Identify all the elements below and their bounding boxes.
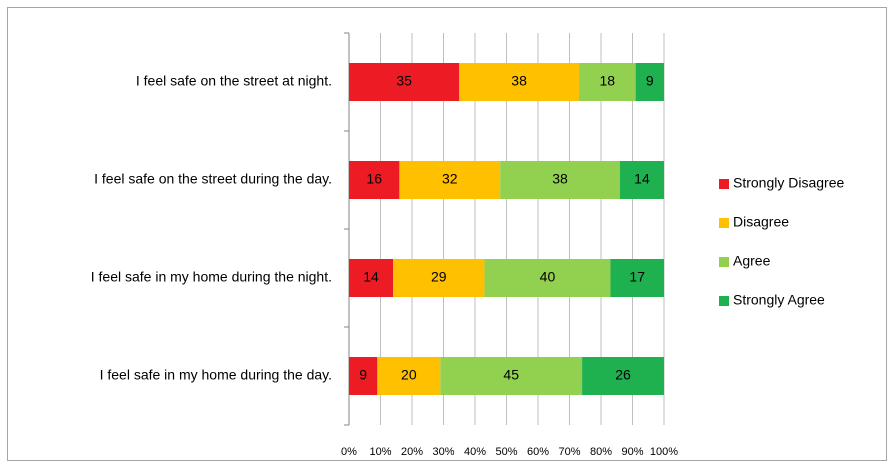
x-tick-label: 10%: [369, 446, 391, 458]
x-tick-label: 90%: [621, 446, 643, 458]
legend-swatch: [719, 218, 729, 228]
legend-label: Disagree: [733, 214, 789, 230]
data-label: 32: [442, 171, 458, 187]
bar-segment: [349, 357, 378, 395]
y-tick-label: I feel safe in my home during the day.: [100, 367, 332, 383]
data-label: 29: [431, 269, 447, 285]
bar-segment: [635, 63, 664, 101]
x-tick-label: 30%: [432, 446, 454, 458]
data-label: 45: [503, 367, 519, 383]
x-tick-label: 100%: [650, 446, 678, 458]
bar-segment: [619, 161, 664, 199]
bar-segment: [399, 161, 501, 199]
data-label: 40: [540, 269, 556, 285]
bar-segment: [500, 161, 620, 199]
legend-swatch: [719, 179, 729, 189]
bar-segment: [349, 161, 400, 199]
x-tick-label: 70%: [558, 446, 580, 458]
y-tick-label: I feel safe in my home during the night.: [91, 269, 332, 285]
bar-segment: [349, 63, 460, 101]
bar-segment: [377, 357, 441, 395]
data-label: 9: [646, 73, 654, 89]
y-tick-label: I feel safe on the street during the day…: [94, 171, 332, 187]
legend-swatch: [719, 296, 729, 306]
legend-label: Agree: [733, 253, 771, 269]
bar-segment: [582, 357, 664, 395]
data-label: 16: [366, 171, 382, 187]
data-label: 20: [401, 367, 417, 383]
x-tick-label: 0%: [341, 446, 357, 458]
bar-segment: [484, 259, 611, 297]
data-label: 38: [511, 73, 527, 89]
bar-segment: [393, 259, 485, 297]
x-tick-label: 80%: [590, 446, 612, 458]
data-label: 38: [552, 171, 568, 187]
bar-segment: [578, 63, 636, 101]
x-tick-label: 50%: [495, 446, 517, 458]
data-label: 14: [634, 171, 650, 187]
data-label: 35: [396, 73, 412, 89]
bar-segment: [459, 63, 579, 101]
bar-segment: [440, 357, 583, 395]
legend-label: Strongly Agree: [733, 292, 825, 308]
legend-swatch: [719, 257, 729, 267]
data-label: 18: [600, 73, 616, 89]
y-tick-label: I feel safe on the street at night.: [136, 73, 332, 89]
data-label: 17: [629, 269, 645, 285]
legend-label: Strongly Disagree: [733, 175, 844, 191]
bar-segment: [610, 259, 664, 297]
x-tick-label: 60%: [527, 446, 549, 458]
x-tick-label: 40%: [464, 446, 486, 458]
data-label: 14: [363, 269, 379, 285]
data-label: 9: [359, 367, 367, 383]
data-label: 26: [615, 367, 631, 383]
bar-segment: [349, 259, 394, 297]
x-tick-label: 20%: [401, 446, 423, 458]
